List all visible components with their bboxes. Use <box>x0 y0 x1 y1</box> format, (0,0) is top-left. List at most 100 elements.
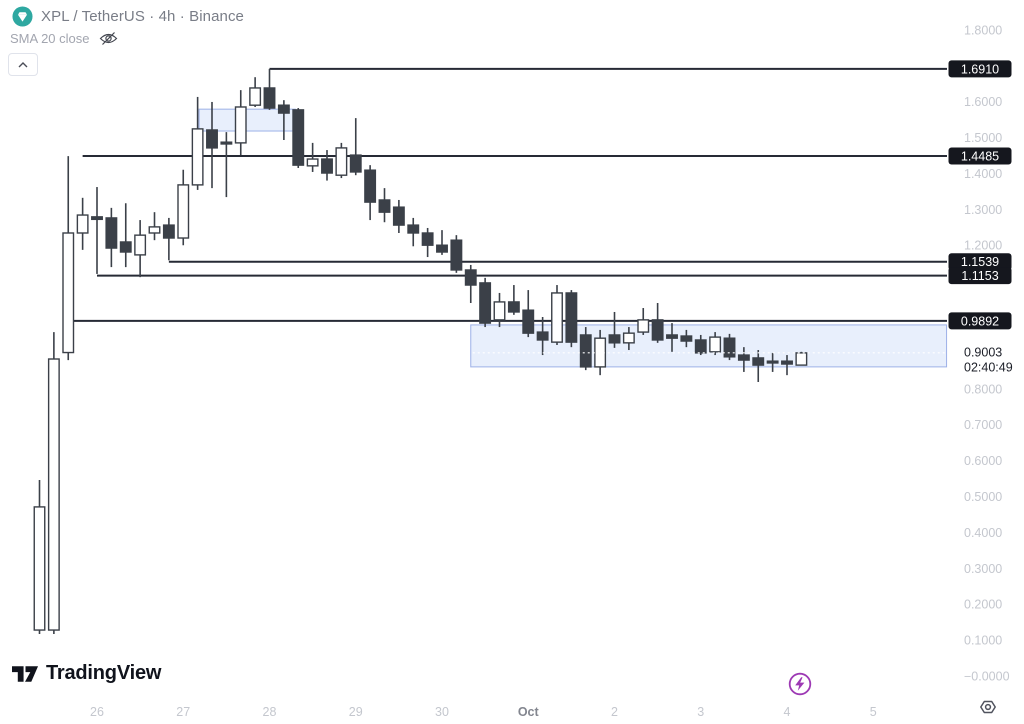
svg-text:1.1539: 1.1539 <box>961 255 999 269</box>
candle-down <box>680 329 693 348</box>
candle-down <box>364 165 377 221</box>
candle-up <box>551 285 563 346</box>
time-tick-label: 29 <box>349 705 363 719</box>
candle-up <box>191 96 204 190</box>
candle-down <box>436 230 448 255</box>
price-axis[interactable]: 1.8000 1.6000 1.5000 1.4000 1.3000 1.2000 0.80… <box>948 23 1013 684</box>
svg-text:0.9892: 0.9892 <box>961 314 999 328</box>
bar-countdown: 02:40:49 <box>964 360 1013 374</box>
candle-down <box>694 334 707 356</box>
candle-down <box>378 188 391 223</box>
price-tick-label: 1.2000 <box>964 239 1002 253</box>
collapse-panel-button[interactable] <box>8 53 38 76</box>
time-tick-label: 26 <box>90 705 104 719</box>
price-level-chip: 1.1153 <box>948 267 1012 285</box>
candle-down <box>119 203 132 268</box>
candle-up <box>622 327 635 351</box>
symbol-title[interactable]: XPL / TetherUS · 4h · Binance <box>41 8 245 25</box>
time-tick-label: 28 <box>263 705 277 719</box>
eye-hidden-icon[interactable] <box>99 31 118 46</box>
svg-text:1.4485: 1.4485 <box>961 149 999 163</box>
time-tick-label: Oct <box>518 705 540 719</box>
symbol-logo-icon <box>12 6 33 27</box>
candle-up <box>148 212 161 241</box>
candle-up <box>134 220 147 278</box>
price-level-chip: 1.4485 <box>948 147 1012 165</box>
price-tick-label: 0.3000 <box>964 562 1002 576</box>
candle-down <box>464 264 477 303</box>
svg-text:1.6910: 1.6910 <box>961 62 999 76</box>
symbol-header[interactable]: XPL / TetherUS · 4h · Binance <box>12 6 244 27</box>
price-tick-label: 1.6000 <box>964 95 1002 109</box>
candle-down <box>220 132 233 198</box>
candle-up <box>493 292 506 328</box>
time-tick-label: 27 <box>176 705 190 719</box>
candle-up <box>709 332 722 356</box>
candle-down <box>666 323 678 352</box>
tradingview-logo[interactable]: TradingView <box>12 662 161 685</box>
price-tick-label: 1.4000 <box>964 167 1002 181</box>
candle-up <box>637 308 650 335</box>
chevron-up-icon <box>18 61 28 67</box>
candle-down <box>781 355 793 376</box>
price-tick-label: 0.2000 <box>964 598 1002 612</box>
price-tick-label: 0.7000 <box>964 418 1002 432</box>
price-tick-label: 1.5000 <box>964 131 1002 145</box>
candle-down <box>651 302 664 343</box>
candle-up <box>33 479 46 634</box>
candle-down <box>349 118 362 176</box>
candle-down <box>450 235 463 273</box>
price-level-chip: 0.9892 <box>948 312 1012 330</box>
candle-down <box>263 68 276 110</box>
candle-down <box>392 199 405 233</box>
axis-settings-gear-icon[interactable] <box>978 697 998 717</box>
time-tick-label: 2 <box>611 705 618 719</box>
tradingview-logo-icon <box>12 665 39 682</box>
price-tick-label: 1.8000 <box>964 23 1002 37</box>
candle-up <box>594 329 607 376</box>
price-tick-label: 0.4000 <box>964 526 1002 540</box>
time-tick-label: 30 <box>435 705 449 719</box>
candle-down <box>507 285 520 315</box>
candle-down <box>421 227 434 258</box>
candle-up <box>234 90 247 156</box>
candle-up <box>47 332 60 634</box>
candle-down <box>723 333 736 361</box>
price-tick-label: 1.3000 <box>964 203 1002 217</box>
candle-down <box>479 277 492 328</box>
svg-text:1.1153: 1.1153 <box>961 269 998 283</box>
candle-up <box>62 156 75 361</box>
time-tick-label: 4 <box>784 705 791 719</box>
candle-up <box>177 169 190 246</box>
candle-down <box>752 350 765 382</box>
price-tick-label: 0.8000 <box>964 382 1002 396</box>
candle-down <box>162 217 175 261</box>
candle-up <box>249 77 262 107</box>
price-tick-label: −0.0000 <box>964 670 1010 684</box>
tradingview-logo-text: TradingView <box>46 662 162 684</box>
last-price-value: 0.9003 <box>964 345 1002 359</box>
indicator-label[interactable]: SMA 20 close <box>10 31 90 46</box>
candle-down <box>766 352 779 372</box>
candle-up <box>76 197 89 250</box>
indicator-row[interactable]: SMA 20 close <box>10 31 118 46</box>
candle-down <box>407 217 420 247</box>
candle-down <box>608 311 621 348</box>
demand-zone[interactable] <box>470 324 948 368</box>
candle-down <box>737 347 750 372</box>
candle-down <box>277 100 290 141</box>
candle-up <box>335 142 348 179</box>
price-tick-label: 0.1000 <box>964 634 1002 648</box>
candle-up <box>795 351 808 366</box>
price-tick-label: 0.6000 <box>964 454 1002 468</box>
candle-down <box>565 290 578 348</box>
candle-down <box>321 150 333 181</box>
time-axis[interactable]: 26 27 28 29 30 Oct 2 3 4 5 <box>90 705 877 719</box>
candle-down <box>105 207 118 268</box>
lightning-button[interactable] <box>788 672 812 696</box>
time-tick-label: 5 <box>870 705 877 719</box>
candle-up <box>306 142 319 172</box>
time-tick-label: 3 <box>697 705 704 719</box>
